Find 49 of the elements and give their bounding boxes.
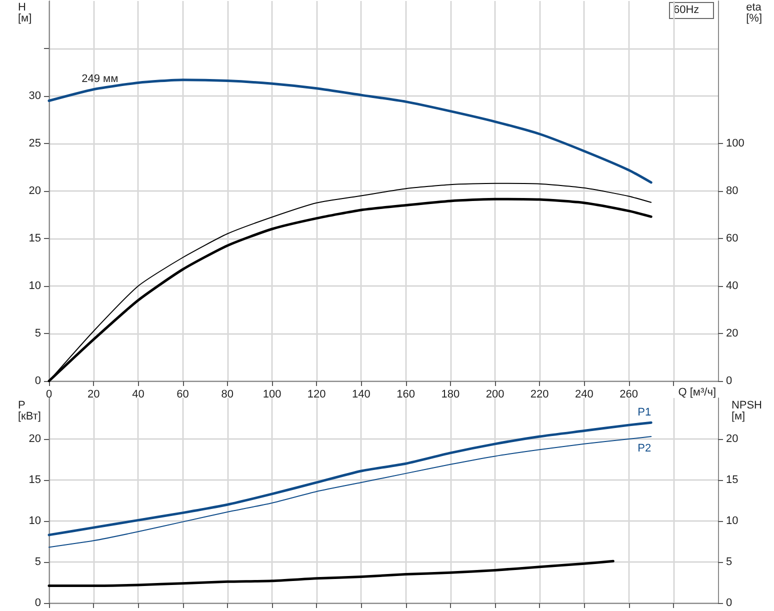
x-tick-label: 40 xyxy=(132,388,144,400)
y2-tick-label: 5 xyxy=(726,556,732,568)
y2-tick-label: 80 xyxy=(726,185,738,197)
y-tick-label: 0 xyxy=(34,597,41,609)
x-tick-label: 0 xyxy=(46,388,52,400)
y2-tick-label: 40 xyxy=(726,280,738,292)
x-axis-title: Q [м³/ч] xyxy=(678,386,716,398)
x-tick-label: 120 xyxy=(307,388,326,400)
y2-axis-title: NPSH [м] xyxy=(731,400,762,422)
y2-tick-label: 60 xyxy=(726,232,738,244)
x-tick-label: 20 xyxy=(87,388,100,400)
series-label: P1 xyxy=(638,406,652,419)
line-series xyxy=(48,436,652,548)
y2-tick-label: 10 xyxy=(726,515,738,527)
x-tick-label: 200 xyxy=(486,388,504,400)
y2-tick-label: 15 xyxy=(726,474,738,486)
line-series xyxy=(48,560,614,588)
y-tick-label: 5 xyxy=(34,328,41,340)
y2-tick-label: 0 xyxy=(726,375,732,387)
y-tick-label: 20 xyxy=(28,433,41,445)
y2-tick-label: 100 xyxy=(726,138,744,150)
x-tick-label: 80 xyxy=(221,388,234,400)
x-tick-label: 180 xyxy=(441,388,460,400)
y-tick-label: 20 xyxy=(28,185,41,197)
y2-tick-label: 0 xyxy=(726,597,732,609)
y2-tick-label: 20 xyxy=(726,328,738,340)
y2-axis-title: eta [%] xyxy=(746,2,762,24)
y-tick-label: 5 xyxy=(34,556,41,568)
x-tick-label: 260 xyxy=(620,388,638,400)
y-axis-title: P [кВт] xyxy=(18,400,41,422)
y2-tick-label: 20 xyxy=(726,433,738,445)
y-tick-label: 25 xyxy=(28,138,41,150)
x-tick-label: 160 xyxy=(396,388,415,400)
y-tick-label: 10 xyxy=(28,280,41,292)
series-label: 249 мм xyxy=(82,72,118,85)
y-tick-label: 30 xyxy=(28,90,41,102)
y-tick-label: 15 xyxy=(28,232,41,244)
y-tick-label: 10 xyxy=(28,515,41,527)
annotation: 60Hz xyxy=(674,4,700,16)
x-tick-label: 60 xyxy=(176,388,189,400)
x-tick-label: 140 xyxy=(352,388,370,400)
line-series xyxy=(48,421,652,536)
y-tick-label: 15 xyxy=(28,474,41,486)
y-tick-label: 0 xyxy=(34,375,41,387)
y-axis-title: H [м] xyxy=(18,2,32,24)
x-tick-label: 220 xyxy=(530,388,549,400)
x-tick-label: 240 xyxy=(575,388,594,400)
series-label: P2 xyxy=(638,442,652,455)
x-tick-label: 100 xyxy=(262,388,282,400)
